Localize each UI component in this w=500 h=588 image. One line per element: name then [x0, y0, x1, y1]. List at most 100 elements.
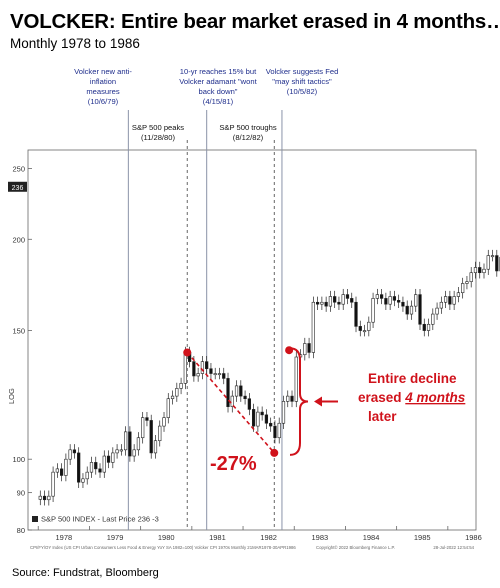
candle — [158, 425, 162, 442]
y-tick-label: 90 — [17, 489, 25, 498]
candle — [59, 468, 64, 476]
recovery-text-line-1: Entire decline — [368, 371, 457, 386]
candle — [414, 294, 418, 307]
candle — [409, 305, 414, 315]
legend-label: S&P 500 INDEX - Last Price 236 -3 — [41, 515, 159, 524]
candle — [269, 422, 273, 427]
candle — [234, 385, 239, 397]
candle — [183, 352, 187, 384]
candle — [243, 395, 247, 400]
event-annotation-line: (4/15/81) — [203, 97, 234, 106]
candle — [482, 268, 486, 274]
candle — [47, 495, 51, 501]
candle — [239, 385, 243, 397]
recovery-text-line-2: erased 4 months — [358, 390, 466, 405]
event-annotation-line: (10/5/82) — [287, 87, 318, 96]
candle — [478, 267, 482, 274]
candle — [324, 301, 328, 307]
candle — [443, 296, 448, 303]
candle — [350, 298, 354, 303]
candle — [200, 361, 205, 374]
candle — [362, 330, 367, 333]
legend-swatch — [32, 516, 38, 522]
candle — [179, 383, 183, 389]
candle — [145, 417, 149, 421]
event-annotation-line: inflation — [90, 77, 116, 86]
candle — [286, 395, 290, 402]
last-price-badge — [8, 181, 27, 192]
candle — [465, 281, 469, 284]
candle — [388, 296, 392, 305]
candle — [209, 368, 213, 374]
candle — [128, 431, 132, 457]
candle — [354, 301, 358, 327]
peak-label-line: S&P 500 peaks — [132, 123, 184, 132]
x-tick-label: 1980 — [158, 533, 175, 542]
event-annotation-line: 10-yr reaches 15% but — [180, 67, 257, 76]
event-annotation-line: Volcker suggests Fed — [266, 67, 339, 76]
x-tick-label: 1986 — [465, 533, 482, 542]
candle — [294, 356, 298, 402]
candle — [94, 462, 98, 470]
x-tick-label: 1984 — [363, 533, 380, 542]
candle — [456, 292, 461, 297]
candle — [418, 294, 422, 325]
candle — [431, 313, 435, 325]
chart-subtitle: Monthly 1978 to 1986 — [10, 36, 140, 51]
candle — [72, 449, 77, 454]
candle — [106, 455, 111, 463]
event-lines — [127, 110, 283, 530]
event-annotation-line: Volcker new anti- — [74, 67, 132, 76]
candle — [426, 323, 431, 331]
candle — [486, 255, 490, 270]
event-annotation-line: "may shift tactics" — [272, 77, 332, 86]
annotations: Volcker new anti-inflationmeasures(10/6/… — [32, 67, 466, 524]
candle — [260, 411, 264, 416]
candle — [247, 398, 251, 410]
candle — [170, 395, 175, 400]
candle — [371, 298, 375, 323]
event-annotation-line: Volcker adamant "wont — [179, 77, 257, 86]
candle — [452, 296, 456, 305]
candle — [175, 388, 179, 397]
candle — [217, 373, 222, 376]
x-tick-label: 1981 — [209, 533, 226, 542]
peak-dot — [183, 348, 192, 357]
candle — [469, 272, 473, 282]
footnote-left: CPI/FY/OY Index (US CPI Urban Consumers … — [30, 545, 296, 550]
candle — [230, 395, 234, 407]
candle — [290, 395, 294, 402]
candle — [51, 471, 55, 497]
candle — [132, 449, 136, 457]
candle — [81, 478, 85, 483]
decline-line — [186, 351, 275, 454]
candle — [149, 420, 153, 454]
decline-percent: -27% — [210, 453, 257, 475]
candle — [337, 301, 341, 305]
footnote-timestamp: 28-Jul-2022 12:54:54 — [433, 545, 474, 550]
candle — [315, 301, 320, 305]
candle — [401, 301, 405, 307]
y-tick-label: 100 — [12, 455, 25, 464]
candle — [375, 294, 379, 299]
candle — [333, 296, 337, 303]
candle — [166, 398, 170, 418]
x-tick-label: 1983 — [311, 533, 328, 542]
candles — [38, 249, 500, 506]
candle — [448, 296, 452, 305]
y-tick-label: 150 — [12, 327, 25, 336]
candle — [435, 307, 439, 315]
x-tick-label: 1979 — [107, 533, 124, 542]
candle — [273, 425, 277, 439]
candle — [277, 422, 281, 439]
candle — [320, 301, 324, 305]
candle — [495, 255, 499, 272]
y-axis: 80 90 100 150 200 250 LOG 236 — [7, 164, 32, 535]
y-tick-label: 200 — [12, 235, 25, 244]
x-tick-label: 1985 — [414, 533, 431, 542]
candle — [192, 361, 196, 377]
candle — [222, 373, 226, 379]
candle — [102, 455, 106, 473]
plot-frame — [27, 149, 477, 531]
